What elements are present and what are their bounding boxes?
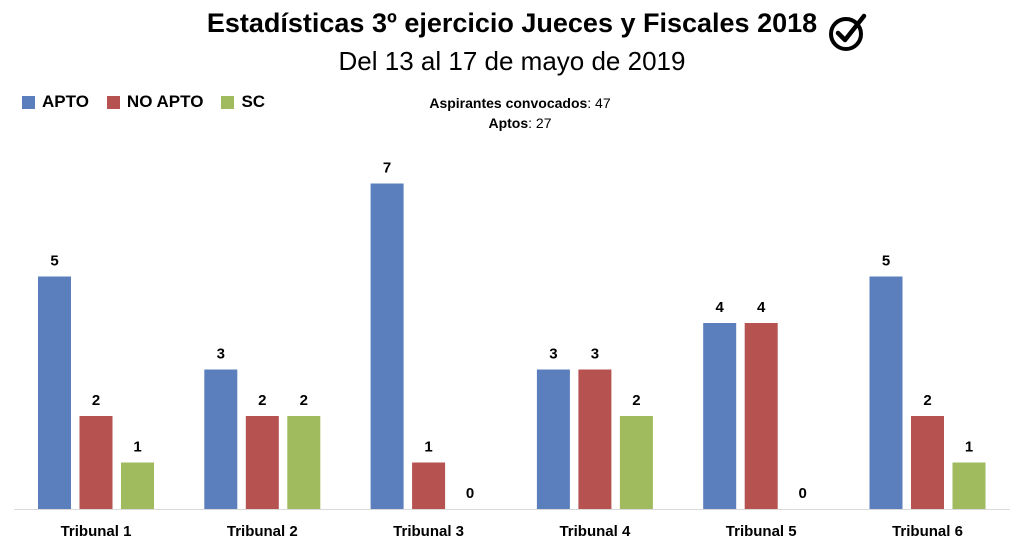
data-label-apto-tribunal-5: 4 (716, 299, 725, 316)
bar-no-apto-tribunal-1 (79, 416, 113, 509)
aptos-label: Aptos (488, 115, 529, 131)
legend-swatch-apto (22, 95, 35, 109)
bar-no-apto-tribunal-5 (744, 323, 778, 509)
bar-no-apto-tribunal-3 (412, 462, 446, 509)
data-label-sc-tribunal-1: 1 (133, 439, 141, 456)
data-label-apto-tribunal-1: 5 (50, 253, 58, 270)
x-tick-label-tribunal-1: Tribunal 1 (61, 523, 132, 540)
legend-item-apto: APTO (22, 92, 89, 112)
bar-sc-tribunal-4 (619, 416, 653, 509)
x-tick-label-tribunal-3: Tribunal 3 (393, 523, 464, 540)
data-label-apto-tribunal-3: 7 (383, 160, 391, 177)
bar-no-apto-tribunal-4 (578, 369, 612, 509)
data-label-no-apto-tribunal-2: 2 (258, 392, 266, 409)
data-label-sc-tribunal-2: 2 (300, 392, 308, 409)
bar-sc-tribunal-1 (121, 462, 154, 509)
data-label-no-apto-tribunal-1: 2 (92, 392, 100, 409)
bar-apto-tribunal-1 (38, 276, 71, 509)
data-label-no-apto-tribunal-3: 1 (424, 439, 432, 456)
data-label-sc-tribunal-4: 2 (632, 392, 640, 409)
legend-item-no-apto: NO APTO (106, 92, 204, 112)
bar-sc-tribunal-2 (287, 416, 321, 509)
bar-apto-tribunal-3 (370, 183, 404, 509)
data-label-sc-tribunal-3: 0 (466, 485, 474, 502)
legend-label-sc: SC (241, 92, 266, 111)
data-label-no-apto-tribunal-4: 3 (591, 346, 599, 363)
chart-title: Estadísticas 3º ejercicio Jueces y Fisca… (206, 8, 818, 38)
chart-legend: APTO NO APTO SC (22, 92, 265, 112)
legend-label-apto: APTO (42, 92, 89, 111)
x-tick-label-tribunal-6: Tribunal 6 (892, 523, 963, 540)
check-badge-icon (829, 13, 867, 51)
x-tick-label-tribunal-5: Tribunal 5 (726, 523, 797, 540)
legend-label-no-apto: NO APTO (126, 92, 204, 111)
bar-apto-tribunal-6 (869, 276, 903, 509)
legend-swatch-sc (221, 95, 235, 109)
data-label-sc-tribunal-6: 1 (965, 439, 973, 456)
legend-item-sc: SC (221, 92, 265, 112)
data-label-no-apto-tribunal-6: 2 (923, 392, 931, 409)
chart-subtitle: Del 13 al 17 de mayo de 2019 (338, 46, 686, 76)
bar-apto-tribunal-4 (536, 369, 570, 509)
convocados-value: : 47 (587, 95, 611, 111)
bar-no-apto-tribunal-2 (245, 416, 279, 509)
convocados-label: Aspirantes convocados (429, 95, 588, 111)
aptos-value: : 27 (528, 115, 552, 131)
data-label-apto-tribunal-4: 3 (549, 346, 557, 363)
aptos-line: Aptos: 27 (380, 113, 660, 133)
x-tick-label-tribunal-4: Tribunal 4 (559, 523, 631, 540)
x-tick-label-tribunal-2: Tribunal 2 (227, 523, 298, 540)
data-label-apto-tribunal-6: 5 (882, 253, 890, 270)
data-label-sc-tribunal-5: 0 (799, 485, 807, 502)
bar-sc-tribunal-6 (952, 462, 986, 509)
bar-apto-tribunal-2 (204, 369, 238, 509)
bar-apto-tribunal-5 (703, 323, 737, 509)
summary-annotation: Aspirantes convocados: 47 Aptos: 27 (380, 93, 660, 133)
bar-no-apto-tribunal-6 (911, 416, 944, 509)
data-label-apto-tribunal-2: 3 (217, 346, 225, 363)
legend-swatch-no-apto (106, 95, 120, 109)
convocados-line: Aspirantes convocados: 47 (380, 93, 660, 113)
data-label-no-apto-tribunal-5: 4 (757, 299, 766, 316)
